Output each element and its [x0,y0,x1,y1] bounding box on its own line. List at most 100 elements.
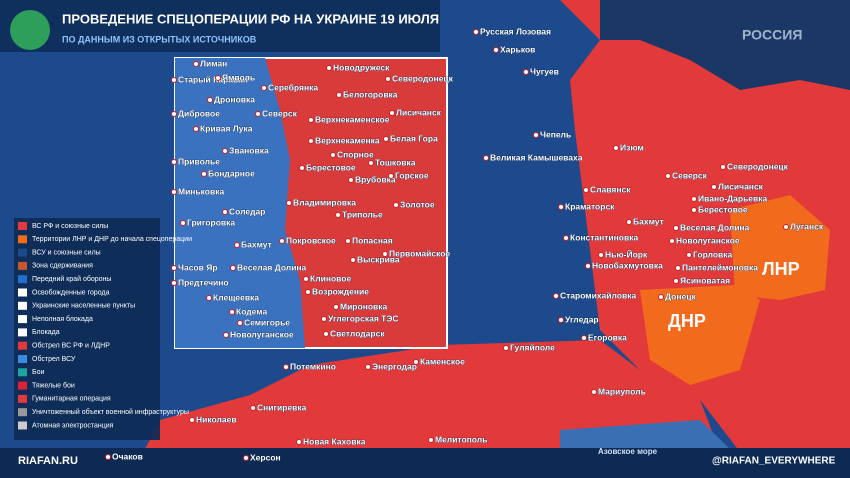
place-marker [215,75,221,81]
place-label: Приволье [178,156,220,166]
place-marker [720,164,726,170]
place-marker [255,111,261,117]
place-marker [305,289,311,295]
place-label: Верхнекаменское [315,114,390,124]
place-marker [368,160,374,166]
place-label: Звановка [229,145,269,155]
legend-swatch [18,355,27,363]
place-marker [171,265,177,271]
place-label: Пантелеймоновка [682,262,758,272]
place-marker [389,110,395,116]
legend-swatch [18,261,27,270]
lnr-area [730,195,830,300]
sea-label: Азовское море [598,447,658,456]
place-label: Семигорье [244,317,290,327]
russia-controlled [560,0,850,478]
place-marker [428,437,434,443]
place-marker [691,207,697,213]
legend-swatch [18,275,27,284]
russia-territory [600,0,850,90]
place-marker [591,389,597,395]
place-label: Соледар [229,206,265,216]
dnr-area [640,285,760,385]
region-label: ЛНР [762,259,800,279]
place-label: Миньковка [178,186,224,196]
place-marker [626,219,632,225]
place-label: Очаков [112,451,143,461]
place-label: Энергодар [372,361,417,371]
place-marker [613,145,619,151]
legend-box [14,218,160,440]
place-label: Покровское [286,235,336,245]
place-label: Новолуганское [230,329,294,339]
place-label: Северск [262,108,298,118]
legend-label: ВСУ и союзные силы [32,249,101,256]
legend-label: Гуманитарная операция [32,396,111,403]
place-marker [180,220,186,226]
legend-label: Блокада [32,329,60,336]
place-label: Бахмут [241,239,272,249]
place-marker [193,126,199,132]
place-label: Белогоровка [343,89,398,99]
legend-swatch [18,328,27,337]
place-label: Врубовка [355,174,396,184]
place-marker [243,455,249,461]
legend-label: Тяжелые бои [32,381,75,389]
place-marker [673,278,679,284]
place-marker [658,294,664,300]
place-label: Херсон [250,452,281,462]
place-marker [234,242,240,248]
place-label: Великая Камышеваха [490,152,583,162]
place-marker [383,136,389,142]
place-marker [207,97,213,103]
footer-bar [0,448,850,478]
legend-label: Уничтоженный объект военной инфраструкту… [32,408,189,416]
place-label: Кодема [236,306,267,316]
legend-label: Атомная электростанция [32,422,114,429]
place-marker [483,155,489,161]
place-label: Константиновка [570,232,638,242]
place-marker [261,85,267,91]
legend-label: Обстрел ВСУ [32,355,76,363]
place-marker [413,359,419,365]
place-label: Новая Каховка [303,436,366,446]
place-marker [330,152,336,158]
place-marker [388,173,394,179]
place-marker [206,295,212,301]
place-label: Берестовое [306,162,356,172]
place-label: Краматорск [565,201,615,211]
place-marker [323,331,329,337]
place-label: Мелитополь [435,434,487,444]
place-marker [563,235,569,241]
place-marker [393,202,399,208]
legend-label: Украинские населенные пункты [32,303,135,310]
place-marker [385,76,391,82]
legend-swatch [18,421,27,430]
place-marker [711,184,717,190]
place-label: Угледар [565,314,599,324]
place-marker [308,138,314,144]
place-marker [326,65,332,71]
place-label: Северодонецк [727,161,789,171]
place-label: Белая Гора [390,133,438,143]
place-label: Тошковка [375,157,416,167]
place-label: Дроновка [214,94,255,104]
legend-swatch [18,341,27,350]
place-label: Каменское [420,356,465,366]
place-marker [222,209,228,215]
place-label: Нью-Йорк [605,248,648,259]
place-marker [171,189,177,195]
place-marker [382,251,388,257]
place-marker [223,332,229,338]
place-marker [279,238,285,244]
legend-label: Освобожденные города [32,288,110,296]
place-marker [585,263,591,269]
place-marker [598,252,604,258]
place-label: Возрождение [312,286,369,296]
place-label: Мариуполь [598,386,646,396]
place-marker [493,47,499,53]
place-label: Старомихайловка [560,290,636,300]
place-label: Выскрива [357,254,400,264]
place-label: Старый Караван [178,74,248,84]
place-marker [286,200,292,206]
